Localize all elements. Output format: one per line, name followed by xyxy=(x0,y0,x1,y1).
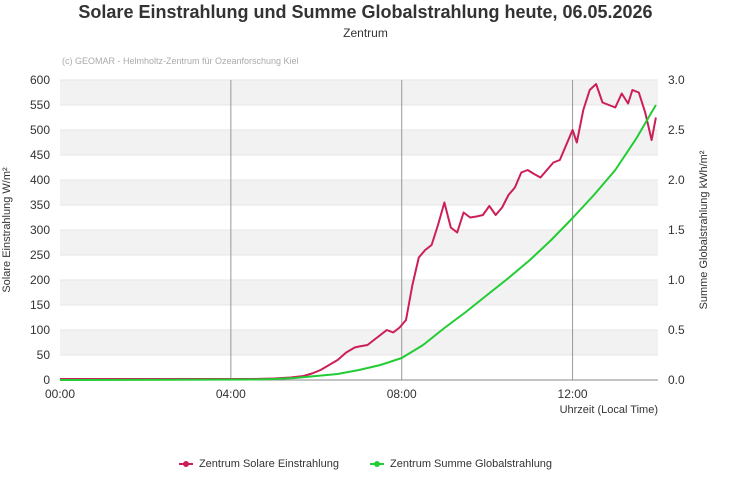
y-tick-label-left: 50 xyxy=(37,348,51,362)
y-tick-label-left: 0 xyxy=(43,373,50,387)
y-tick-label-left: 300 xyxy=(30,223,50,237)
grid-band xyxy=(60,330,658,355)
legend-label-global: Zentrum Summe Globalstrahlung xyxy=(390,458,553,470)
y-tick-label-left: 200 xyxy=(30,273,50,287)
y-tick-label-right: 2.5 xyxy=(668,123,685,137)
chart-legend: Zentrum Solare Einstrahlung Zentrum Summ… xyxy=(0,458,731,470)
y-tick-label-left: 600 xyxy=(30,73,50,87)
y-tick-label-left: 400 xyxy=(30,173,50,187)
legend-swatch-global xyxy=(370,461,385,468)
series-line-solar xyxy=(60,83,657,380)
x-tick-label: 12:00 xyxy=(558,387,588,401)
grid-band xyxy=(60,180,658,205)
x-tick-label: 08:00 xyxy=(387,387,417,401)
y-axis-label-right: Summe Globalstrahlung kWh/m² xyxy=(698,150,710,309)
y-tick-label-right: 0.0 xyxy=(668,373,685,387)
x-axis-label: Uhrzeit (Local Time) xyxy=(560,404,658,416)
y-tick-label-right: 2.0 xyxy=(668,173,685,187)
legend-label-solar: Zentrum Solare Einstrahlung xyxy=(198,458,339,470)
y-tick-label-left: 500 xyxy=(30,123,50,137)
x-tick-label: 00:00 xyxy=(45,387,75,401)
chart-plot: (c) GEOMAR - Helmholtz-Zentrum für Ozean… xyxy=(1,56,710,416)
grid-band xyxy=(60,280,658,305)
y-tick-label-left: 450 xyxy=(30,148,50,162)
chart-subtitle: Zentrum xyxy=(343,26,388,40)
credits-text: (c) GEOMAR - Helmholtz-Zentrum für Ozean… xyxy=(62,56,299,66)
y-tick-label-left: 150 xyxy=(30,298,50,312)
y-tick-label-left: 100 xyxy=(30,323,50,337)
x-tick-label: 04:00 xyxy=(216,387,246,401)
y-tick-label-left: 350 xyxy=(30,198,50,212)
y-axis-label-left: Solare Einstrahlung W/m² xyxy=(1,167,13,293)
y-tick-label-right: 3.0 xyxy=(668,73,685,87)
legend-item-global[interactable]: Zentrum Summe Globalstrahlung xyxy=(370,458,552,470)
y-tick-label-right: 0.5 xyxy=(668,323,685,337)
grid-band xyxy=(60,230,658,255)
y-tick-label-right: 1.5 xyxy=(668,223,685,237)
grid-band xyxy=(60,130,658,155)
series-line-global xyxy=(59,104,657,381)
y-tick-label-left: 550 xyxy=(30,98,50,112)
legend-item-solar[interactable]: Zentrum Solare Einstrahlung xyxy=(178,458,339,470)
y-tick-label-right: 1.0 xyxy=(668,273,685,287)
grid-band xyxy=(60,80,658,105)
y-tick-label-left: 250 xyxy=(30,248,50,262)
legend-swatch-solar xyxy=(178,461,193,468)
chart-title: Solare Einstrahlung und Summe Globalstra… xyxy=(78,2,653,22)
